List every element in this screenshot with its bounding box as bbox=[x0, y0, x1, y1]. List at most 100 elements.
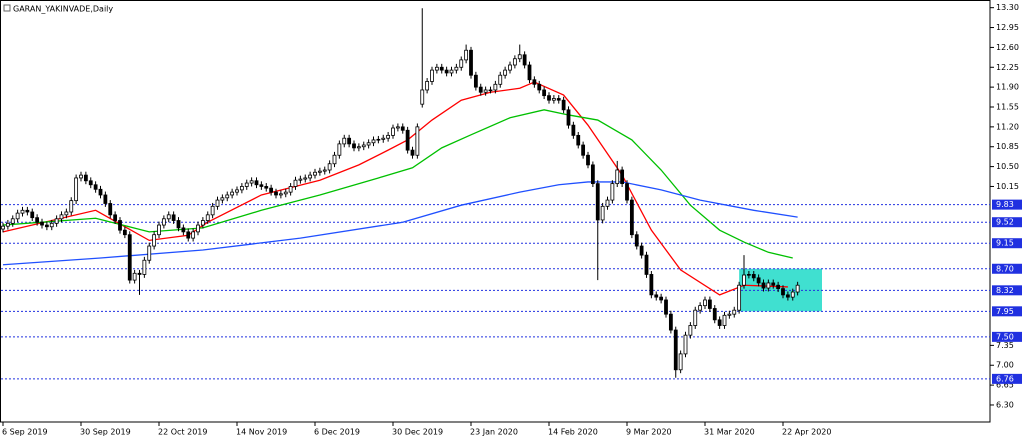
y-tick-label: 10.85 bbox=[996, 142, 1019, 151]
x-tick-label: 30 Sep 2019 bbox=[80, 428, 131, 437]
x-tick-label: 23 Jan 2020 bbox=[470, 428, 518, 437]
candle-body bbox=[98, 188, 103, 196]
candle-body bbox=[308, 174, 313, 179]
candle-body bbox=[717, 319, 722, 326]
level-label: 9.83 bbox=[996, 200, 1014, 209]
candle-body bbox=[746, 274, 751, 276]
candle-body bbox=[30, 211, 35, 219]
moving-average bbox=[2, 109, 793, 259]
level-label-bg bbox=[992, 331, 1022, 342]
level-label-bg bbox=[992, 199, 1022, 210]
candle-body bbox=[727, 313, 732, 316]
candle-body bbox=[69, 200, 74, 213]
candle-body bbox=[366, 142, 371, 146]
chart-title: GARAN_YAKINVADE,Daily bbox=[13, 5, 113, 14]
candle-body bbox=[283, 191, 288, 195]
level-label: 8.32 bbox=[996, 286, 1014, 295]
candle-body bbox=[590, 164, 595, 185]
candle-body bbox=[171, 214, 176, 221]
candle-body bbox=[698, 305, 703, 311]
candle-body bbox=[493, 83, 498, 91]
candle-body bbox=[551, 98, 556, 101]
candle-body bbox=[44, 224, 49, 228]
candle-body bbox=[1, 225, 5, 230]
candle-body bbox=[230, 191, 235, 196]
y-tick-label: 13.30 bbox=[996, 3, 1019, 12]
candle-body bbox=[196, 224, 200, 233]
candle-body bbox=[274, 191, 278, 196]
candle-body bbox=[785, 294, 790, 298]
candle-body bbox=[215, 199, 220, 207]
candle-body bbox=[781, 288, 785, 296]
candle-body bbox=[454, 66, 459, 71]
candle-body bbox=[5, 222, 10, 227]
candle-body bbox=[239, 186, 244, 191]
candle-body bbox=[620, 169, 625, 185]
candle-body bbox=[225, 194, 230, 199]
x-tick-label: 14 Feb 2020 bbox=[548, 428, 598, 437]
candle-body bbox=[303, 177, 308, 180]
candle-body bbox=[49, 222, 54, 228]
candle-body bbox=[157, 224, 161, 236]
candle-body bbox=[356, 146, 361, 149]
candle-body bbox=[166, 214, 171, 220]
candle-body bbox=[415, 126, 420, 156]
candle-body bbox=[683, 334, 688, 355]
candle-body bbox=[249, 180, 254, 184]
x-tick-label: 14 Nov 2019 bbox=[236, 428, 287, 437]
candle-body bbox=[74, 177, 79, 202]
level-label-bg bbox=[992, 238, 1022, 249]
y-tick-label: 7.00 bbox=[996, 361, 1014, 370]
y-tick-label: 11.55 bbox=[996, 103, 1019, 112]
candle-body bbox=[742, 274, 746, 286]
candle-body bbox=[547, 95, 551, 101]
candle-body bbox=[386, 134, 391, 139]
candle-body bbox=[381, 137, 386, 140]
candle-body bbox=[220, 197, 225, 201]
x-tick-label: 31 Mar 2020 bbox=[704, 428, 755, 437]
candle-body bbox=[532, 79, 537, 85]
y-tick-label: 6.30 bbox=[996, 400, 1014, 409]
y-tick-label: 6.65 bbox=[996, 381, 1014, 390]
candle-body bbox=[288, 186, 293, 193]
candle-body bbox=[313, 171, 317, 176]
candle-body bbox=[35, 217, 40, 223]
candle-body bbox=[761, 282, 766, 289]
candle-body bbox=[186, 231, 191, 239]
candle-body bbox=[464, 49, 469, 61]
candle-body bbox=[634, 234, 639, 247]
candle-body bbox=[259, 184, 264, 187]
x-tick-label: 22 Oct 2019 bbox=[158, 428, 207, 437]
candle-body bbox=[469, 49, 473, 76]
candle-body bbox=[512, 58, 517, 66]
candle-body bbox=[644, 254, 649, 275]
level-label: 6.76 bbox=[996, 374, 1014, 383]
candle-body bbox=[405, 129, 410, 151]
candle-body bbox=[83, 174, 88, 182]
x-tick-label: 30 Dec 2019 bbox=[392, 428, 443, 437]
candle-body bbox=[430, 69, 434, 82]
candle-body bbox=[342, 137, 347, 145]
candle-body bbox=[79, 174, 83, 179]
candle-body bbox=[449, 69, 454, 74]
candle-body bbox=[361, 144, 366, 148]
candle-body bbox=[595, 183, 600, 221]
y-tick-label: 7.35 bbox=[996, 341, 1014, 350]
candle-body bbox=[688, 325, 693, 336]
candle-body bbox=[15, 212, 20, 220]
candle-body bbox=[410, 149, 415, 156]
candle-body bbox=[751, 274, 756, 279]
candle-body bbox=[391, 127, 395, 136]
candle-body bbox=[649, 274, 654, 296]
candle-body bbox=[371, 139, 376, 144]
candle-body bbox=[659, 296, 664, 301]
candle-body bbox=[244, 182, 249, 187]
candle-body bbox=[483, 89, 488, 93]
candle-body bbox=[478, 86, 483, 93]
candle-body bbox=[425, 81, 430, 91]
level-label-bg bbox=[992, 217, 1022, 228]
candle-body bbox=[298, 178, 303, 181]
x-tick-label: 9 Mar 2020 bbox=[626, 428, 672, 437]
candle-body bbox=[732, 309, 737, 315]
